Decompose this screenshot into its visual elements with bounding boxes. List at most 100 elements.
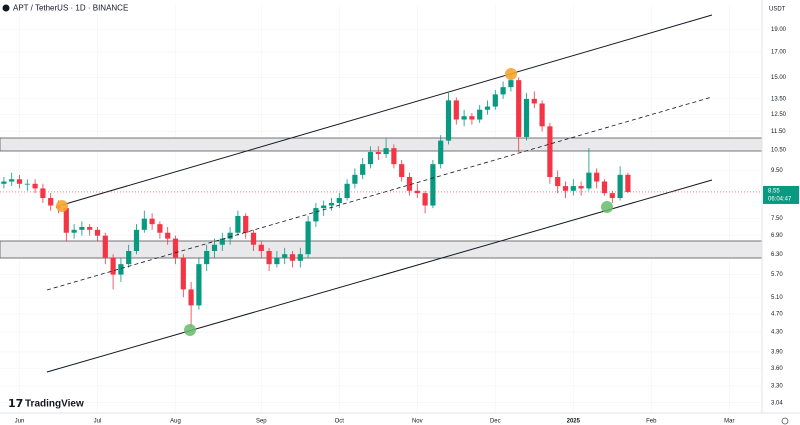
candle-body (282, 254, 288, 258)
candle-body (601, 181, 608, 194)
candle-body (383, 148, 389, 155)
touch-marker (56, 200, 68, 212)
candle-body (453, 100, 459, 120)
y-tick-label: 12.50 (771, 112, 787, 118)
x-tick-label: Aug (170, 419, 181, 425)
candle-body (547, 126, 553, 178)
candle-body (258, 244, 264, 251)
candle-body (9, 179, 15, 182)
candle-body (172, 238, 179, 258)
last-price-label: 8.55 (768, 189, 780, 195)
x-tick-label: Nov (412, 419, 423, 425)
y-tick-label: 5.10 (771, 295, 783, 301)
candle-body (305, 221, 311, 255)
brand-mark: 𝟭𝟳 (8, 398, 23, 410)
candle-body (555, 177, 561, 187)
candle-body (360, 164, 366, 175)
support-zone (0, 240, 763, 259)
candle-body (219, 238, 225, 245)
candle-body (32, 183, 38, 189)
candle-body (133, 229, 140, 251)
candle-body (243, 215, 249, 233)
candle-body (110, 257, 116, 275)
candle-body (438, 140, 444, 165)
candle-body (180, 257, 186, 290)
candle-body (406, 177, 413, 191)
candle-body (492, 94, 498, 107)
candle-body (523, 98, 530, 137)
candle-body (391, 148, 397, 165)
candle-body (539, 103, 545, 127)
price-unit: USDT (769, 7, 786, 13)
countdown: 06:04:47 (768, 197, 792, 203)
x-tick-label: Feb (646, 419, 657, 425)
candle-body (336, 198, 342, 203)
y-tick-label: 4.30 (771, 330, 783, 336)
last-price-layer: 8.55 06:04:47 (0, 185, 799, 204)
y-tick-label: 9.50 (771, 168, 783, 174)
candle-body (609, 193, 615, 199)
candle-body (375, 152, 381, 155)
candles-layer (1, 73, 631, 328)
candle-body (344, 183, 350, 199)
candle-body (321, 205, 327, 209)
symbol-logo (2, 4, 10, 12)
candle-body (126, 250, 132, 265)
candle-body (165, 232, 171, 239)
candle-body (586, 172, 592, 189)
x-tick-label: Oct (335, 419, 345, 425)
candle-body (1, 181, 7, 184)
candle-body (188, 289, 194, 306)
y-tick-label: 17.00 (771, 49, 787, 55)
candle-body (430, 164, 436, 206)
y-tick-label: 15.00 (771, 75, 787, 81)
candle-body (149, 218, 155, 225)
x-tick-label: Sep (256, 419, 267, 425)
y-tick-label: 11.50 (771, 129, 786, 135)
candle-body (235, 215, 241, 233)
candle-body (63, 208, 69, 233)
candle-body (266, 250, 272, 265)
y-tick-label: 7.50 (771, 216, 783, 222)
y-tick-label: 6.30 (771, 252, 783, 258)
y-tick-label: 10.50 (771, 148, 787, 154)
channel-lower (46, 179, 713, 373)
candle-body (445, 100, 452, 141)
y-tick-label: 5.70 (771, 272, 783, 278)
touch-marker (601, 201, 613, 213)
candle-body (531, 98, 537, 104)
channel-upper (61, 14, 713, 206)
candle-body (16, 179, 23, 184)
candle-body (625, 174, 631, 192)
candle-body (94, 229, 101, 236)
resistance-zone (0, 137, 763, 152)
brand: TradingView (25, 399, 84, 410)
candle-body (461, 116, 467, 120)
y-tick-label: 3.90 (771, 350, 783, 356)
candle-body (578, 186, 584, 189)
candle-body (594, 172, 600, 182)
candle-body (617, 174, 623, 199)
settings-icon[interactable] (781, 417, 789, 425)
y-tick-label: 19.00 (771, 27, 787, 33)
y-tick-label: 13.50 (771, 96, 787, 102)
candle-body (157, 224, 163, 233)
x-tick-label: Jul (94, 419, 102, 425)
x-tick-label: Mar (724, 419, 734, 425)
chart-title: APT / TetherUS · 1D · BINANCE (13, 4, 128, 13)
candle-body (313, 208, 319, 222)
candle-body (118, 264, 124, 275)
y-tick-label: 3.60 (771, 366, 783, 372)
channel-mid (46, 96, 713, 291)
candle-body (508, 80, 514, 88)
candle-body (274, 257, 280, 265)
x-tick-label: Dec (490, 419, 501, 425)
candle-body (422, 193, 428, 206)
candle-body (79, 226, 85, 230)
candle-body (40, 188, 46, 199)
candle-body (516, 80, 522, 137)
candle-body (87, 226, 93, 230)
candle-body (484, 106, 491, 110)
candle-body (477, 109, 483, 120)
